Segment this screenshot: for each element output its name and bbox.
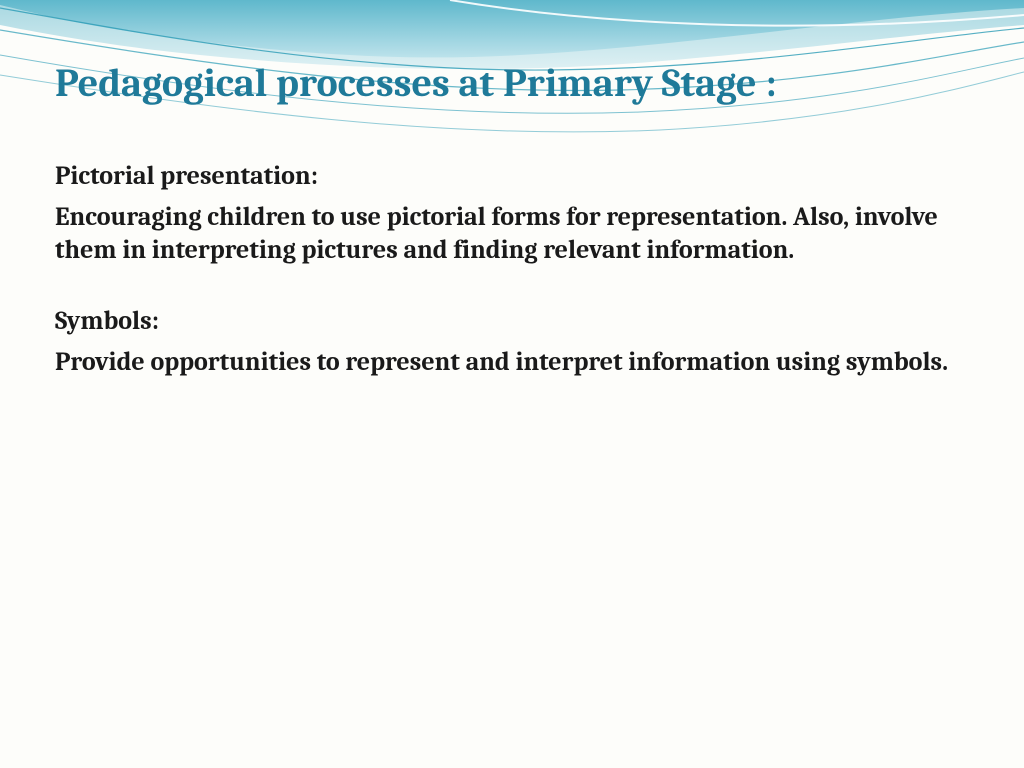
slide-content: Pedagogical processes at Primary Stage :…: [0, 0, 1024, 379]
section-body: Provide opportunities to represent and i…: [55, 346, 955, 379]
section-pictorial: Pictorial presentation: Encouraging chil…: [55, 161, 969, 266]
slide-title: Pedagogical processes at Primary Stage :: [55, 60, 969, 106]
section-heading: Symbols:: [55, 306, 969, 336]
section-body: Encouraging children to use pictorial fo…: [55, 201, 955, 266]
section-symbols: Symbols: Provide opportunities to repres…: [55, 306, 969, 379]
section-heading: Pictorial presentation:: [55, 161, 969, 191]
